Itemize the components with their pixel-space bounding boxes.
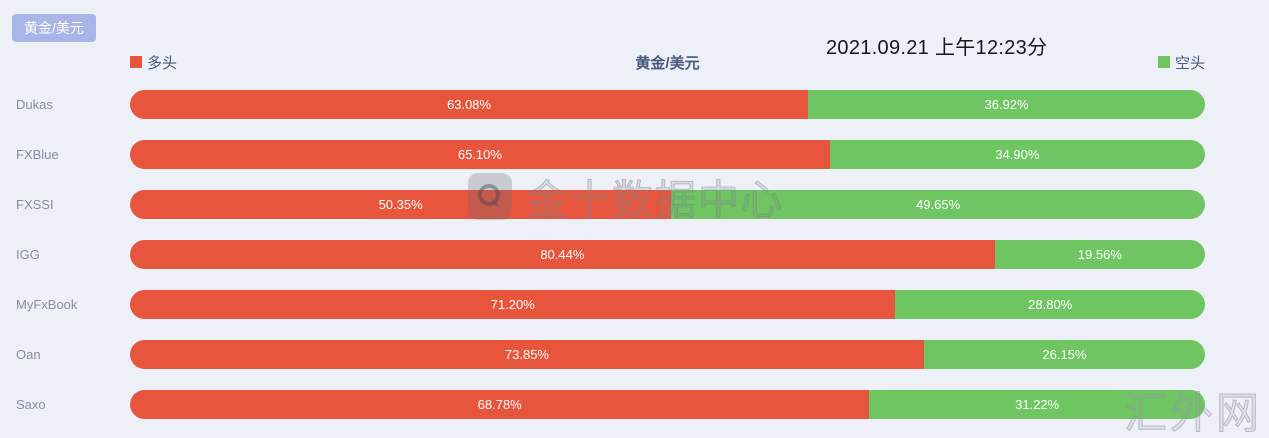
- long-segment[interactable]: 73.85%: [130, 339, 924, 369]
- legend-bar: 多头 黄金/美元 空头: [130, 52, 1205, 72]
- long-value: 73.85%: [504, 346, 549, 362]
- long-value: 65.10%: [457, 146, 502, 162]
- row-label: IGG: [16, 246, 40, 262]
- short-value: 19.56%: [1077, 246, 1122, 262]
- row-label: Saxo: [16, 396, 46, 412]
- legend-item-long[interactable]: 多头: [130, 52, 177, 73]
- short-legend-swatch-icon: [1157, 56, 1170, 68]
- sentiment-bar: 73.85% 26.15%: [130, 339, 1205, 369]
- long-segment[interactable]: 80.44%: [130, 239, 995, 269]
- long-segment[interactable]: 65.10%: [130, 139, 830, 169]
- short-value: 34.90%: [995, 146, 1040, 162]
- table-row: Saxo 68.78% 31.22%: [0, 379, 1269, 429]
- short-segment[interactable]: 26.15%: [923, 339, 1205, 369]
- row-label: FXBlue: [16, 146, 59, 162]
- long-value: 63.08%: [447, 96, 492, 112]
- sentiment-bar: 71.20% 28.80%: [130, 289, 1205, 319]
- short-value: 36.92%: [984, 96, 1029, 112]
- chart-datetime: 2021.09.21 上午12:23分: [826, 37, 1048, 59]
- row-label: MyFxBook: [16, 296, 78, 312]
- legend-long-label: 多头: [147, 54, 178, 72]
- sentiment-bar: 63.08% 36.92%: [130, 89, 1205, 119]
- bar-rows: Dukas 63.08% 36.92% FXBlue 65.10% 34.90%: [0, 79, 1269, 429]
- short-segment[interactable]: 34.90%: [829, 139, 1205, 169]
- sentiment-bar: 68.78% 31.22%: [130, 389, 1205, 419]
- pair-badge[interactable]: 黄金/美元: [12, 14, 96, 42]
- legend-short-label: 空头: [1174, 54, 1205, 72]
- short-value: 26.15%: [1042, 346, 1087, 362]
- sentiment-bar: 50.35% 49.65%: [130, 189, 1205, 219]
- sentiment-bar: 80.44% 19.56%: [130, 239, 1205, 269]
- table-row: IGG 80.44% 19.56%: [0, 229, 1269, 279]
- short-value: 49.65%: [916, 196, 961, 212]
- chart-title: 黄金/美元: [635, 55, 700, 72]
- short-value: 28.80%: [1028, 296, 1073, 312]
- long-value: 71.20%: [490, 296, 535, 312]
- table-row: FXSSI 50.35% 49.65%: [0, 179, 1269, 229]
- table-row: MyFxBook 71.20% 28.80%: [0, 279, 1269, 329]
- long-segment[interactable]: 71.20%: [130, 289, 896, 319]
- row-label: FXSSI: [16, 196, 54, 212]
- row-label: Oan: [16, 346, 41, 362]
- short-segment[interactable]: 28.80%: [895, 289, 1205, 319]
- long-value: 80.44%: [540, 246, 585, 262]
- row-label: Dukas: [16, 96, 53, 112]
- short-value: 31.22%: [1015, 396, 1060, 412]
- short-segment[interactable]: 36.92%: [808, 89, 1205, 119]
- long-segment[interactable]: 68.78%: [130, 389, 870, 419]
- long-segment[interactable]: 50.35%: [130, 189, 672, 219]
- short-segment[interactable]: 19.56%: [994, 239, 1205, 269]
- table-row: FXBlue 65.10% 34.90%: [0, 129, 1269, 179]
- long-segment[interactable]: 63.08%: [130, 89, 809, 119]
- long-value: 50.35%: [378, 196, 423, 212]
- short-segment[interactable]: 49.65%: [671, 189, 1205, 219]
- long-legend-swatch-icon: [130, 56, 142, 68]
- long-value: 68.78%: [477, 396, 522, 412]
- sentiment-bar: 65.10% 34.90%: [130, 139, 1205, 169]
- table-row: Dukas 63.08% 36.92%: [0, 79, 1269, 129]
- legend-item-short[interactable]: 空头: [1157, 52, 1205, 73]
- table-row: Oan 73.85% 26.15%: [0, 329, 1269, 379]
- short-segment[interactable]: 31.22%: [869, 389, 1205, 419]
